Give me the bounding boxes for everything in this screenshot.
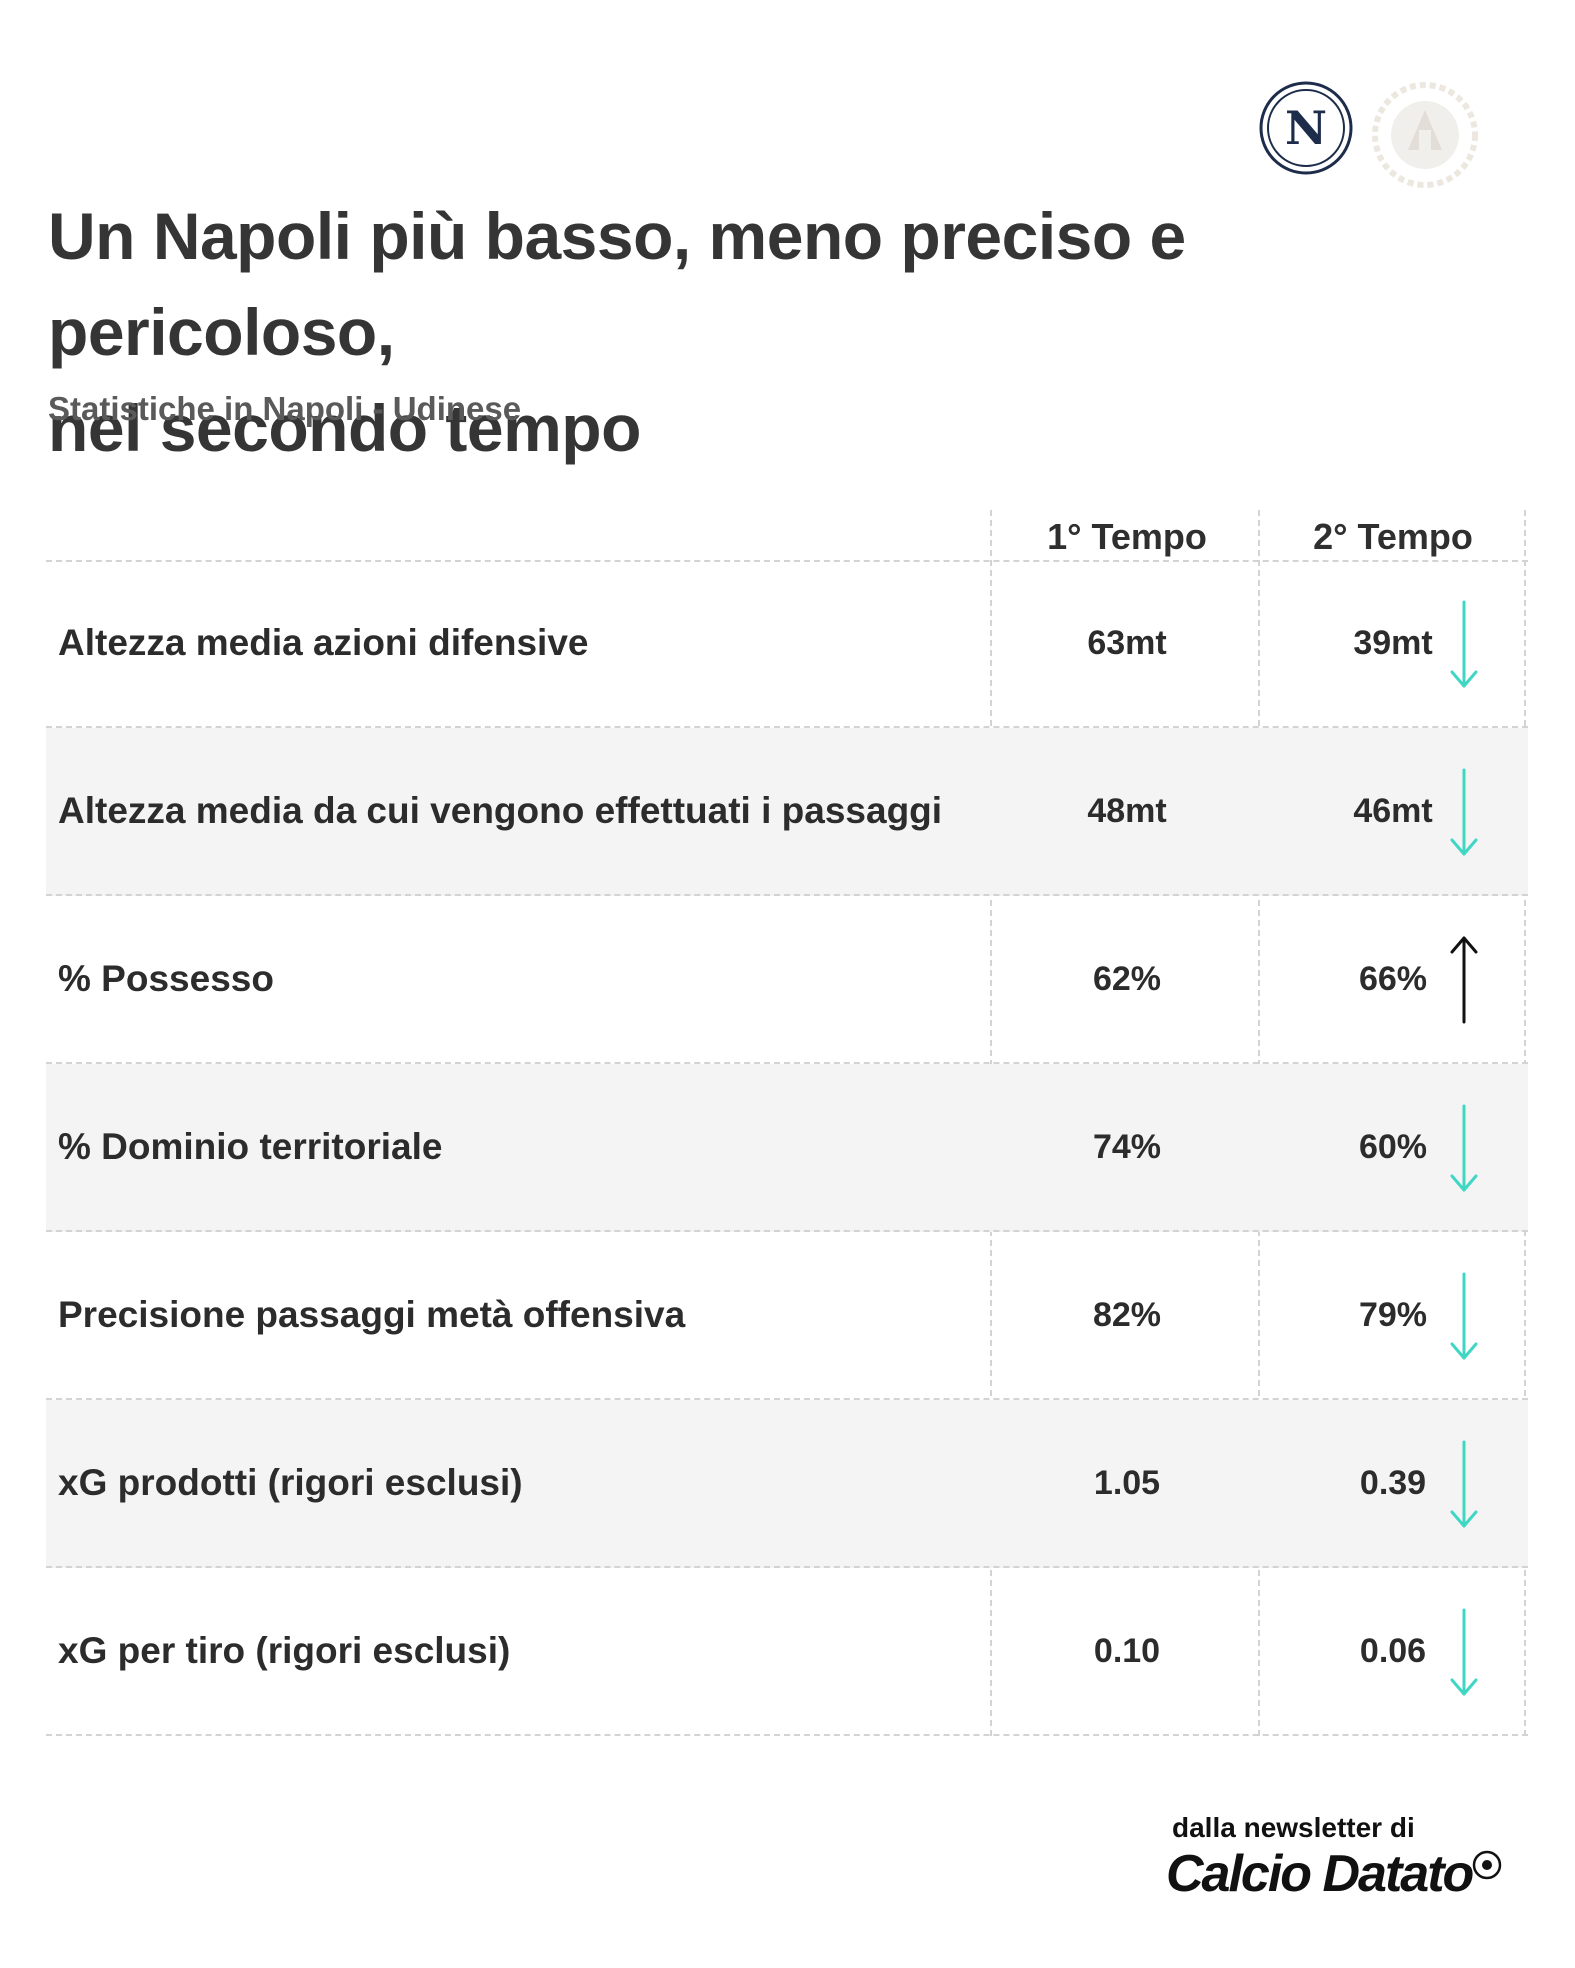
trend-down-arrow-icon <box>1450 1440 1478 1528</box>
table-row: Altezza media azioni difensive 63mt 39mt <box>46 560 1528 728</box>
column-header-second-half: 2° Tempo <box>1313 516 1473 557</box>
trend-down-arrow-icon <box>1450 768 1478 856</box>
table-row: xG per tiro (rigori esclusi) 0.10 0.06 <box>46 1568 1528 1736</box>
row-label: Altezza media da cui vengono effettuati … <box>58 790 943 831</box>
napoli-crest-letter: N <box>1285 101 1327 155</box>
table-row: Precisione passaggi metà offensiva 82% 79% <box>46 1232 1528 1400</box>
team-logos: N <box>1258 80 1488 188</box>
second-half-value: 0.06 <box>1359 1632 1427 1670</box>
trend-down-arrow-icon <box>1450 1272 1478 1360</box>
footer-prefix: dalla newsletter di <box>1172 1812 1415 1843</box>
page-subtitle: Statistiche in Napoli - Udinese <box>48 390 522 427</box>
first-half-value: 62% <box>1092 960 1162 998</box>
row-label: Precisione passaggi metà offensiva <box>58 1294 686 1335</box>
udinese-crest-icon <box>1372 82 1478 188</box>
table-row: % Dominio territoriale 74% 60% <box>46 1064 1528 1232</box>
first-half-value: 0.10 <box>1093 1632 1161 1670</box>
row-label: % Possesso <box>58 958 274 999</box>
second-half-value: 0.39 <box>1359 1464 1427 1502</box>
trend-up-arrow-icon <box>1450 936 1478 1024</box>
first-half-value: 63mt <box>1087 624 1167 662</box>
first-half-value: 82% <box>1092 1296 1162 1334</box>
second-half-value: 39mt <box>1353 624 1433 662</box>
brand-logo-text: Calcio Datato <box>1166 1845 1474 1903</box>
trend-down-arrow-icon <box>1450 600 1478 688</box>
row-label: xG per tiro (rigori esclusi) <box>58 1630 511 1671</box>
napoli-crest-icon: N <box>1259 81 1353 175</box>
page-title: Un Napoli più basso, meno preciso e peri… <box>48 188 1528 476</box>
table-row: % Possesso 62% 66% <box>46 896 1528 1064</box>
registered-mark-icon <box>1472 1850 1502 1880</box>
title-line-2: nel secondo tempo <box>48 391 641 465</box>
table-header: 1° Tempo 2° Tempo <box>46 510 1528 562</box>
second-half-value: 79% <box>1358 1296 1428 1334</box>
table-row: xG prodotti (rigori esclusi) 1.05 0.39 <box>46 1400 1528 1568</box>
first-half-value: 1.05 <box>1093 1464 1161 1502</box>
table-row: Altezza media da cui vengono effettuati … <box>46 728 1528 896</box>
trend-down-arrow-icon <box>1450 1104 1478 1192</box>
second-half-value: 66% <box>1358 960 1428 998</box>
row-label: % Dominio territoriale <box>58 1126 443 1167</box>
second-half-value: 60% <box>1358 1128 1428 1166</box>
row-label: xG prodotti (rigori esclusi) <box>58 1462 523 1503</box>
first-half-value: 74% <box>1092 1128 1162 1166</box>
first-half-value: 48mt <box>1087 792 1167 830</box>
header-divider <box>46 560 1528 562</box>
column-header-first-half: 1° Tempo <box>1047 516 1207 557</box>
row-label: Altezza media azioni difensive <box>58 622 589 663</box>
second-half-value: 46mt <box>1353 792 1433 830</box>
trend-down-arrow-icon <box>1450 1608 1478 1696</box>
table-body: Altezza media azioni difensive 63mt 39mt Al… <box>46 560 1528 1736</box>
stats-table: 1° Tempo 2° Tempo Altezza media azioni d… <box>46 510 1528 1736</box>
title-line-1: Un Napoli più basso, meno preciso e peri… <box>48 199 1186 369</box>
